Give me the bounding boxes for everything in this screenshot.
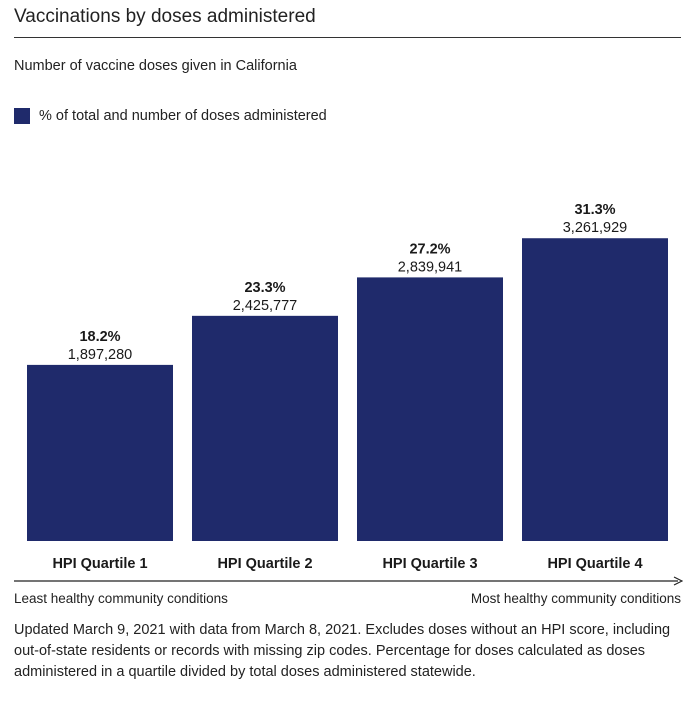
bar-value-label: 1,897,280 (68, 347, 133, 363)
chart-title: Vaccinations by doses administered (14, 6, 316, 27)
bar (357, 277, 503, 541)
legend: % of total and number of doses administe… (14, 108, 327, 124)
bar (27, 364, 173, 541)
legend-label: % of total and number of doses administe… (39, 108, 327, 124)
axis-arrow-icon (14, 576, 683, 586)
bar-chart: 18.2% 1,897,280 HPI Quartile 1 23.3% 2,425,7… (27, 202, 668, 572)
footnote: Updated March 9, 2021 with data from Mar… (14, 622, 671, 680)
title-divider (14, 37, 681, 38)
category-label: HPI Quartile 4 (547, 556, 642, 572)
legend-swatch (14, 108, 30, 124)
bar-value-label: 3,261,929 (563, 220, 628, 236)
bar-value-label: 2,839,941 (398, 259, 463, 275)
axis-note-right: Most healthy community conditions (470, 591, 681, 606)
category-label: HPI Quartile 1 (52, 556, 147, 572)
bar-percent-label: 18.2% (79, 329, 120, 345)
category-label: HPI Quartile 2 (217, 556, 312, 572)
axis-note-left: Least healthy community conditions (14, 591, 228, 606)
bar-percent-label: 31.3% (574, 202, 615, 218)
bar-percent-label: 23.3% (244, 280, 285, 296)
bar-percent-label: 27.2% (409, 241, 450, 257)
bar (522, 238, 668, 541)
chart-subtitle: Number of vaccine doses given in Califor… (14, 58, 297, 74)
bar (192, 315, 338, 541)
category-label: HPI Quartile 3 (382, 556, 477, 572)
bar-value-label: 2,425,777 (233, 298, 298, 314)
